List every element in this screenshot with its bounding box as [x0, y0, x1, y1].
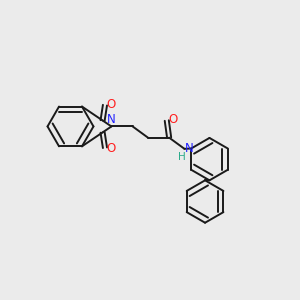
Text: O: O	[169, 112, 178, 126]
Text: O: O	[107, 98, 116, 111]
Text: N: N	[185, 142, 194, 155]
Text: O: O	[107, 142, 116, 155]
Text: H: H	[178, 152, 185, 162]
Text: N: N	[107, 112, 116, 126]
